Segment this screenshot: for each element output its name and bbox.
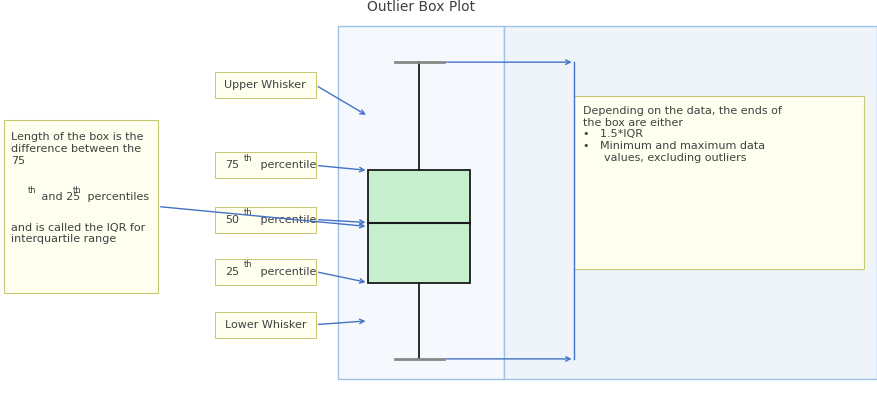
FancyBboxPatch shape (574, 96, 864, 269)
FancyBboxPatch shape (368, 170, 470, 283)
Text: 50: 50 (225, 215, 239, 225)
FancyBboxPatch shape (504, 26, 877, 379)
Text: th: th (28, 186, 37, 195)
FancyBboxPatch shape (215, 312, 316, 338)
Text: and 25: and 25 (39, 192, 81, 203)
Text: percentiles: percentiles (84, 192, 150, 203)
Text: percentile: percentile (257, 267, 317, 277)
Text: and is called the IQR for
interquartile range: and is called the IQR for interquartile … (11, 223, 146, 244)
Text: 75: 75 (225, 160, 239, 170)
Text: percentile: percentile (257, 215, 317, 225)
FancyBboxPatch shape (215, 207, 316, 233)
FancyBboxPatch shape (338, 26, 504, 379)
Text: Outlier Box Plot: Outlier Box Plot (367, 0, 475, 14)
Text: th: th (244, 260, 253, 269)
FancyBboxPatch shape (4, 120, 158, 293)
Text: th: th (74, 186, 82, 195)
FancyBboxPatch shape (215, 72, 316, 98)
FancyBboxPatch shape (215, 259, 316, 285)
Text: Length of the box is the
difference between the
75: Length of the box is the difference betw… (11, 132, 144, 166)
Text: percentile: percentile (257, 160, 317, 170)
Text: th: th (244, 208, 253, 217)
Text: 25: 25 (225, 267, 239, 277)
Text: Lower Whisker: Lower Whisker (225, 320, 306, 330)
FancyBboxPatch shape (215, 152, 316, 178)
Text: Upper Whisker: Upper Whisker (225, 80, 306, 90)
Text: th: th (244, 154, 253, 163)
Text: Depending on the data, the ends of
the box are either
•   1.5*IQR
•   Minimum an: Depending on the data, the ends of the b… (583, 106, 782, 163)
